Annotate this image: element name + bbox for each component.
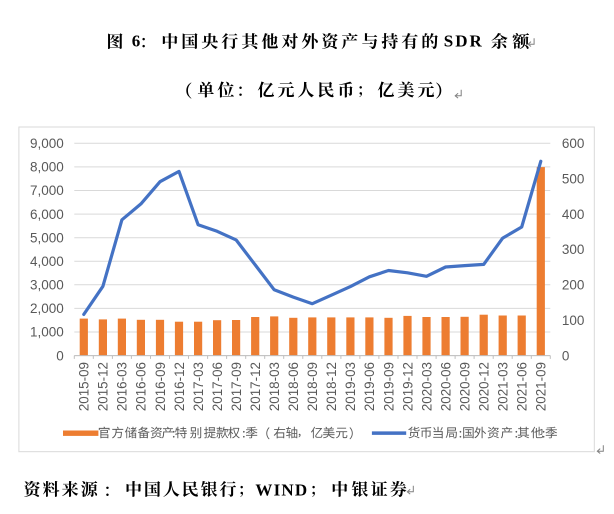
svg-text:2017-03: 2017-03 [191,362,206,411]
svg-text:500: 500 [562,171,585,186]
svg-text:2020-09: 2020-09 [457,362,472,411]
svg-text:0: 0 [56,348,64,363]
svg-text:8,000: 8,000 [30,160,64,175]
svg-text:2021-03: 2021-03 [496,362,511,411]
svg-text:2018-06: 2018-06 [286,362,301,411]
svg-text:100: 100 [562,313,585,328]
svg-text:2015-12: 2015-12 [96,362,111,411]
svg-text:2018-03: 2018-03 [267,362,282,411]
svg-text:2020-12: 2020-12 [477,362,492,411]
svg-text:2016-09: 2016-09 [153,362,168,411]
svg-text:7,000: 7,000 [30,183,64,198]
svg-text:2017-09: 2017-09 [229,362,244,411]
svg-text:2021-09: 2021-09 [534,362,549,411]
svg-text:300: 300 [562,242,585,257]
svg-text:4,000: 4,000 [30,254,64,269]
svg-text:6: 6 [132,31,141,50]
svg-text:1,000: 1,000 [30,325,64,340]
svg-text:6,000: 6,000 [30,207,64,222]
svg-text:2021-06: 2021-06 [515,362,530,411]
svg-text:5,000: 5,000 [30,230,64,245]
svg-text:2017-06: 2017-06 [210,362,225,411]
svg-text:3,000: 3,000 [30,278,64,293]
svg-text:9,000: 9,000 [30,136,64,151]
svg-text:2016-06: 2016-06 [134,362,149,411]
svg-text:2016-12: 2016-12 [172,362,187,411]
svg-text:2020-03: 2020-03 [419,362,434,411]
svg-text:2016-03: 2016-03 [115,362,130,411]
svg-text:400: 400 [562,207,585,222]
svg-text:2019-09: 2019-09 [381,362,396,411]
svg-text:SDR: SDR [444,31,484,50]
svg-text:2019-03: 2019-03 [343,362,358,411]
svg-text:2018-09: 2018-09 [305,362,320,411]
svg-text:WIND: WIND [255,480,308,499]
svg-text:2015-09: 2015-09 [77,362,92,411]
svg-text:2017-12: 2017-12 [248,362,263,411]
svg-text:2019-12: 2019-12 [400,362,415,411]
svg-text:2019-06: 2019-06 [362,362,377,411]
svg-text:200: 200 [562,278,585,293]
svg-text:2,000: 2,000 [30,301,64,316]
svg-text:2020-06: 2020-06 [438,362,453,411]
svg-text:600: 600 [562,136,585,151]
svg-text:0: 0 [562,348,570,363]
svg-text:2018-12: 2018-12 [324,362,339,411]
